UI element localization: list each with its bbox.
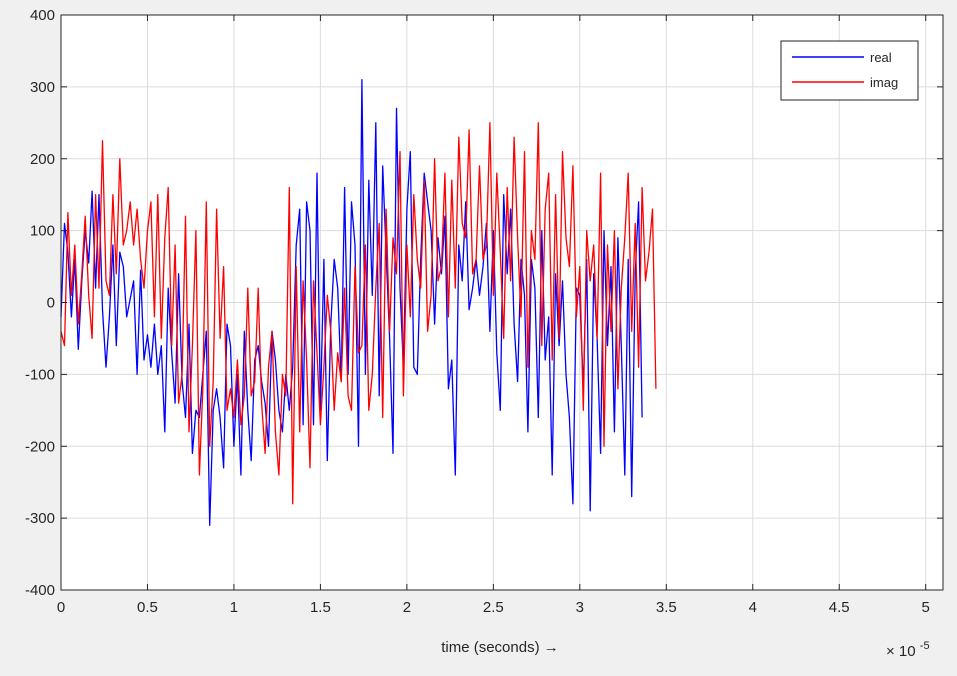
y-tick-label: -300 — [25, 510, 55, 527]
x-tick-label: 1.5 — [310, 599, 331, 616]
y-tick-label: 100 — [30, 223, 55, 240]
series-line-imag — [60, 122, 657, 505]
y-tick-label: 0 — [47, 295, 55, 312]
x-axis-ticks: 0 0.5 1 1.5 2 2.5 3 3.5 4 4.5 5 — [57, 15, 930, 616]
x-exponent-base: × 10 — [886, 643, 916, 660]
x-tick-label: 4.5 — [829, 599, 850, 616]
x-tick-label: 1 — [230, 599, 238, 616]
x-tick-label: 2.5 — [483, 599, 504, 616]
x-axis-exponent: × 10 -5 — [886, 640, 930, 660]
x-tick-label: 3.5 — [656, 599, 677, 616]
series-line-real — [60, 79, 643, 526]
x-tick-label: 2 — [403, 599, 411, 616]
x-tick-label: 0.5 — [137, 599, 158, 616]
x-axis-label: time (seconds) → — [441, 639, 559, 656]
series-lines — [60, 79, 657, 526]
y-tick-label: 200 — [30, 151, 55, 168]
y-tick-label: -100 — [25, 366, 55, 383]
legend-label-real: real — [870, 50, 892, 65]
legend-label-imag: imag — [870, 75, 898, 90]
x-tick-label: 4 — [749, 599, 757, 616]
y-tick-label: 400 — [30, 7, 55, 24]
y-tick-label: -200 — [25, 438, 55, 455]
legend-box — [780, 40, 919, 101]
y-tick-label: 300 — [30, 79, 55, 96]
y-tick-label: -400 — [25, 582, 55, 599]
x-tick-label: 5 — [922, 599, 930, 616]
x-tick-label: 3 — [576, 599, 584, 616]
x-tick-label: 0 — [57, 599, 65, 616]
legend[interactable]: real imag — [780, 40, 919, 101]
x-exponent-power: -5 — [920, 640, 930, 652]
y-axis-ticks: -400 -300 -200 -100 0 100 200 300 400 — [25, 7, 943, 599]
